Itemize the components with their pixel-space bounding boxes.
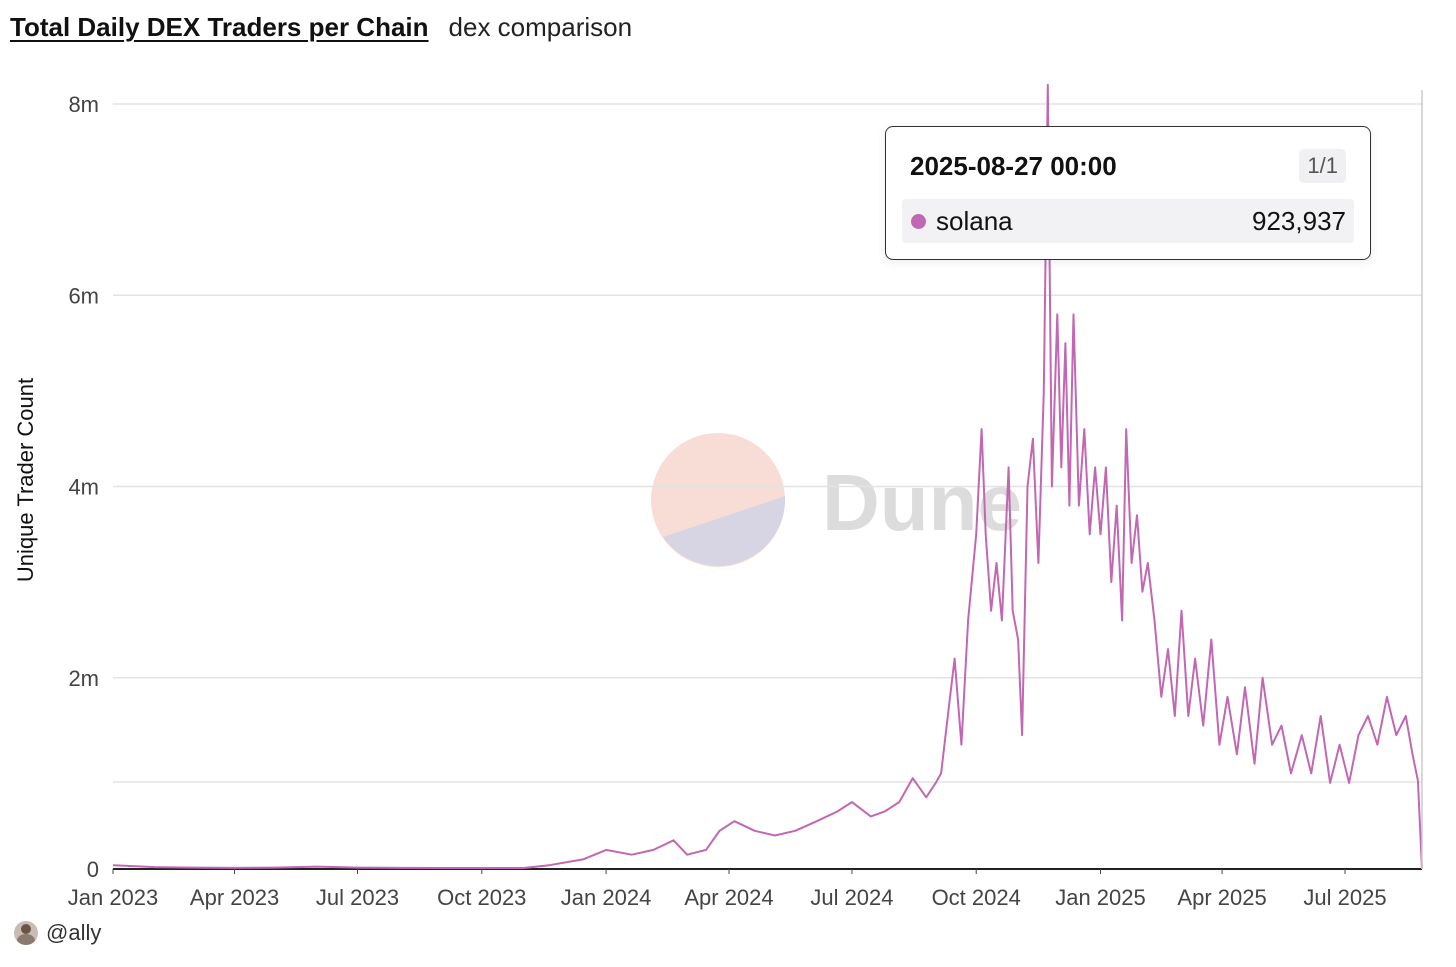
chart-header: Total Daily DEX Traders per Chain dex co… (10, 12, 632, 43)
tooltip-page-indicator: 1/1 (1299, 149, 1346, 183)
x-tick-label: Oct 2023 (437, 885, 526, 910)
tooltip-date: 2025-08-27 00:00 (910, 151, 1117, 181)
y-axis-label: Unique Trader Count (13, 378, 38, 582)
y-tick-label: 0 (87, 857, 99, 882)
chart-title-link[interactable]: Total Daily DEX Traders per Chain (10, 12, 429, 42)
y-tick-label: 2m (68, 666, 99, 691)
series-line[interactable] (112, 83, 1423, 870)
tooltip-series-row: solana 923,937 (902, 199, 1354, 243)
tooltip-series-value: 923,937 (1252, 205, 1346, 236)
series-dot-icon (911, 213, 926, 229)
x-tick-label: Oct 2024 (932, 885, 1021, 910)
x-tick-label: Jan 2023 (68, 885, 159, 910)
author-link[interactable]: @ally (46, 920, 102, 945)
hover-tooltip: 2025-08-27 00:00 1/1 solana 923,937 (885, 126, 1371, 260)
x-tick-label: Jan 2025 (1055, 885, 1146, 910)
author-footer: @ally (14, 920, 101, 946)
tooltip-series-name: solana (936, 205, 1013, 236)
x-tick-label: Apr 2025 (1177, 885, 1266, 910)
avatar[interactable] (14, 921, 38, 945)
x-tick-label: Jul 2025 (1303, 885, 1386, 910)
dune-logo-lower-half (663, 496, 786, 566)
x-tick-label: Jan 2024 (561, 885, 652, 910)
y-tick-label: 6m (68, 283, 99, 308)
x-tick-label: Apr 2024 (684, 885, 773, 910)
x-tick-label: Apr 2023 (190, 885, 279, 910)
dune-watermark: Dune (651, 433, 1022, 567)
x-tick-label: Jul 2023 (316, 885, 399, 910)
x-tick-label: Jul 2024 (810, 885, 893, 910)
y-tick-label: 8m (68, 92, 99, 117)
chart-subtitle: dex comparison (448, 12, 633, 42)
dune-watermark-text: Dune (822, 458, 1022, 547)
y-tick-label: 4m (68, 475, 99, 500)
